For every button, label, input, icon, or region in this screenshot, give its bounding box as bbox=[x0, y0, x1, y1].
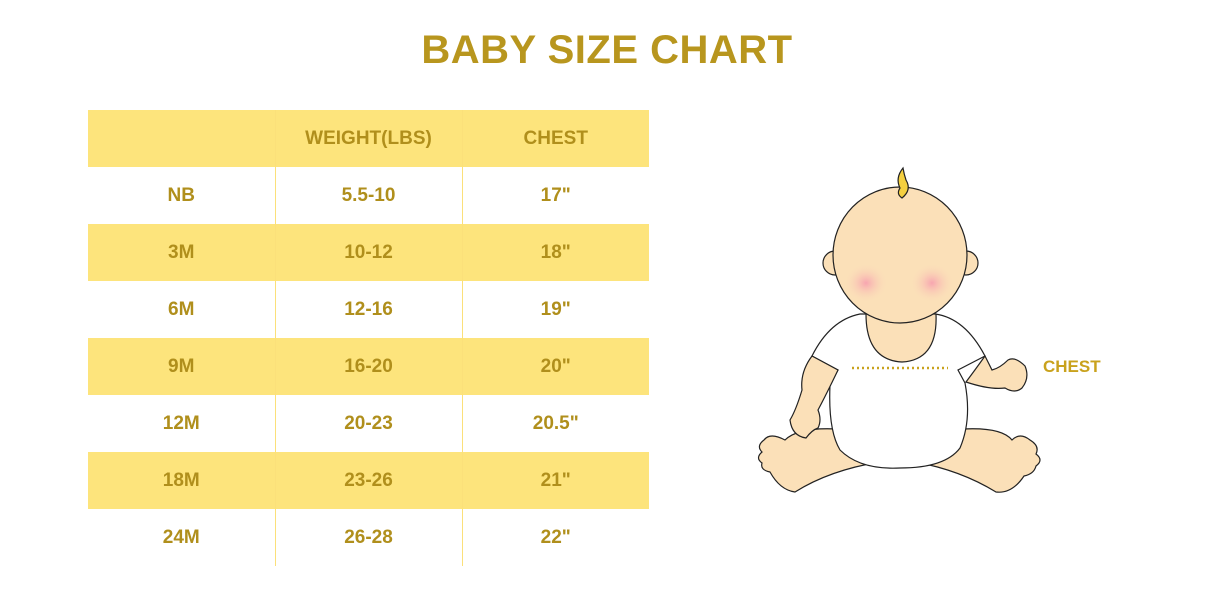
table-row: 18M 23-26 21" bbox=[88, 452, 649, 509]
size-cell: 9M bbox=[88, 338, 275, 395]
chest-cell: 20" bbox=[461, 338, 649, 395]
right-cheek bbox=[910, 263, 954, 303]
table-row: 9M 16-20 20" bbox=[88, 338, 649, 395]
size-cell: 24M bbox=[162, 526, 200, 548]
header-size bbox=[88, 110, 275, 167]
weight-cell: 23-26 bbox=[274, 452, 462, 509]
weight-cell: 5.5-10 bbox=[274, 167, 462, 224]
weight-cell: 20-23 bbox=[274, 395, 462, 452]
table-row: 3M 10-12 18" bbox=[88, 224, 649, 281]
left-arm bbox=[789, 355, 839, 439]
size-cell: 18M bbox=[88, 452, 275, 509]
weight-cell: 26-28 bbox=[274, 509, 462, 566]
size-cell: 12M bbox=[162, 412, 200, 434]
left-cheek bbox=[844, 263, 888, 303]
chest-label: CHEST bbox=[1043, 357, 1101, 376]
chest-cell: 19" bbox=[461, 281, 649, 338]
page-title: BABY SIZE CHART bbox=[421, 28, 793, 72]
size-cell: NB bbox=[167, 184, 195, 206]
table-row: 24M 26-28 22" bbox=[88, 509, 649, 566]
size-cell: 6M bbox=[168, 298, 195, 320]
table-header-row: WEIGHT(LBS) CHEST bbox=[88, 110, 649, 167]
chest-cell: 21" bbox=[461, 452, 649, 509]
hair-tuft bbox=[897, 166, 909, 199]
table-row: 6M 12-16 19" bbox=[88, 281, 649, 338]
chest-cell: 20.5" bbox=[461, 395, 649, 452]
right-arm bbox=[965, 354, 1028, 392]
chest-cell: 17" bbox=[461, 167, 649, 224]
neck bbox=[865, 313, 937, 363]
weight-cell: 16-20 bbox=[274, 338, 462, 395]
size-table: WEIGHT(LBS) CHEST NB 5.5-10 17" 3M 10-12 18"… bbox=[88, 110, 649, 566]
weight-cell: 10-12 bbox=[274, 224, 462, 281]
table-row: NB 5.5-10 17" bbox=[88, 167, 649, 224]
weight-cell: 12-16 bbox=[274, 281, 462, 338]
table-row: 12M 20-23 20.5" bbox=[88, 395, 649, 452]
size-cell: 3M bbox=[88, 224, 275, 281]
head bbox=[832, 186, 968, 324]
chest-cell: 22" bbox=[461, 509, 649, 566]
header-chest: CHEST bbox=[461, 110, 649, 167]
chest-cell: 18" bbox=[461, 224, 649, 281]
header-weight: WEIGHT(LBS) bbox=[274, 110, 462, 167]
